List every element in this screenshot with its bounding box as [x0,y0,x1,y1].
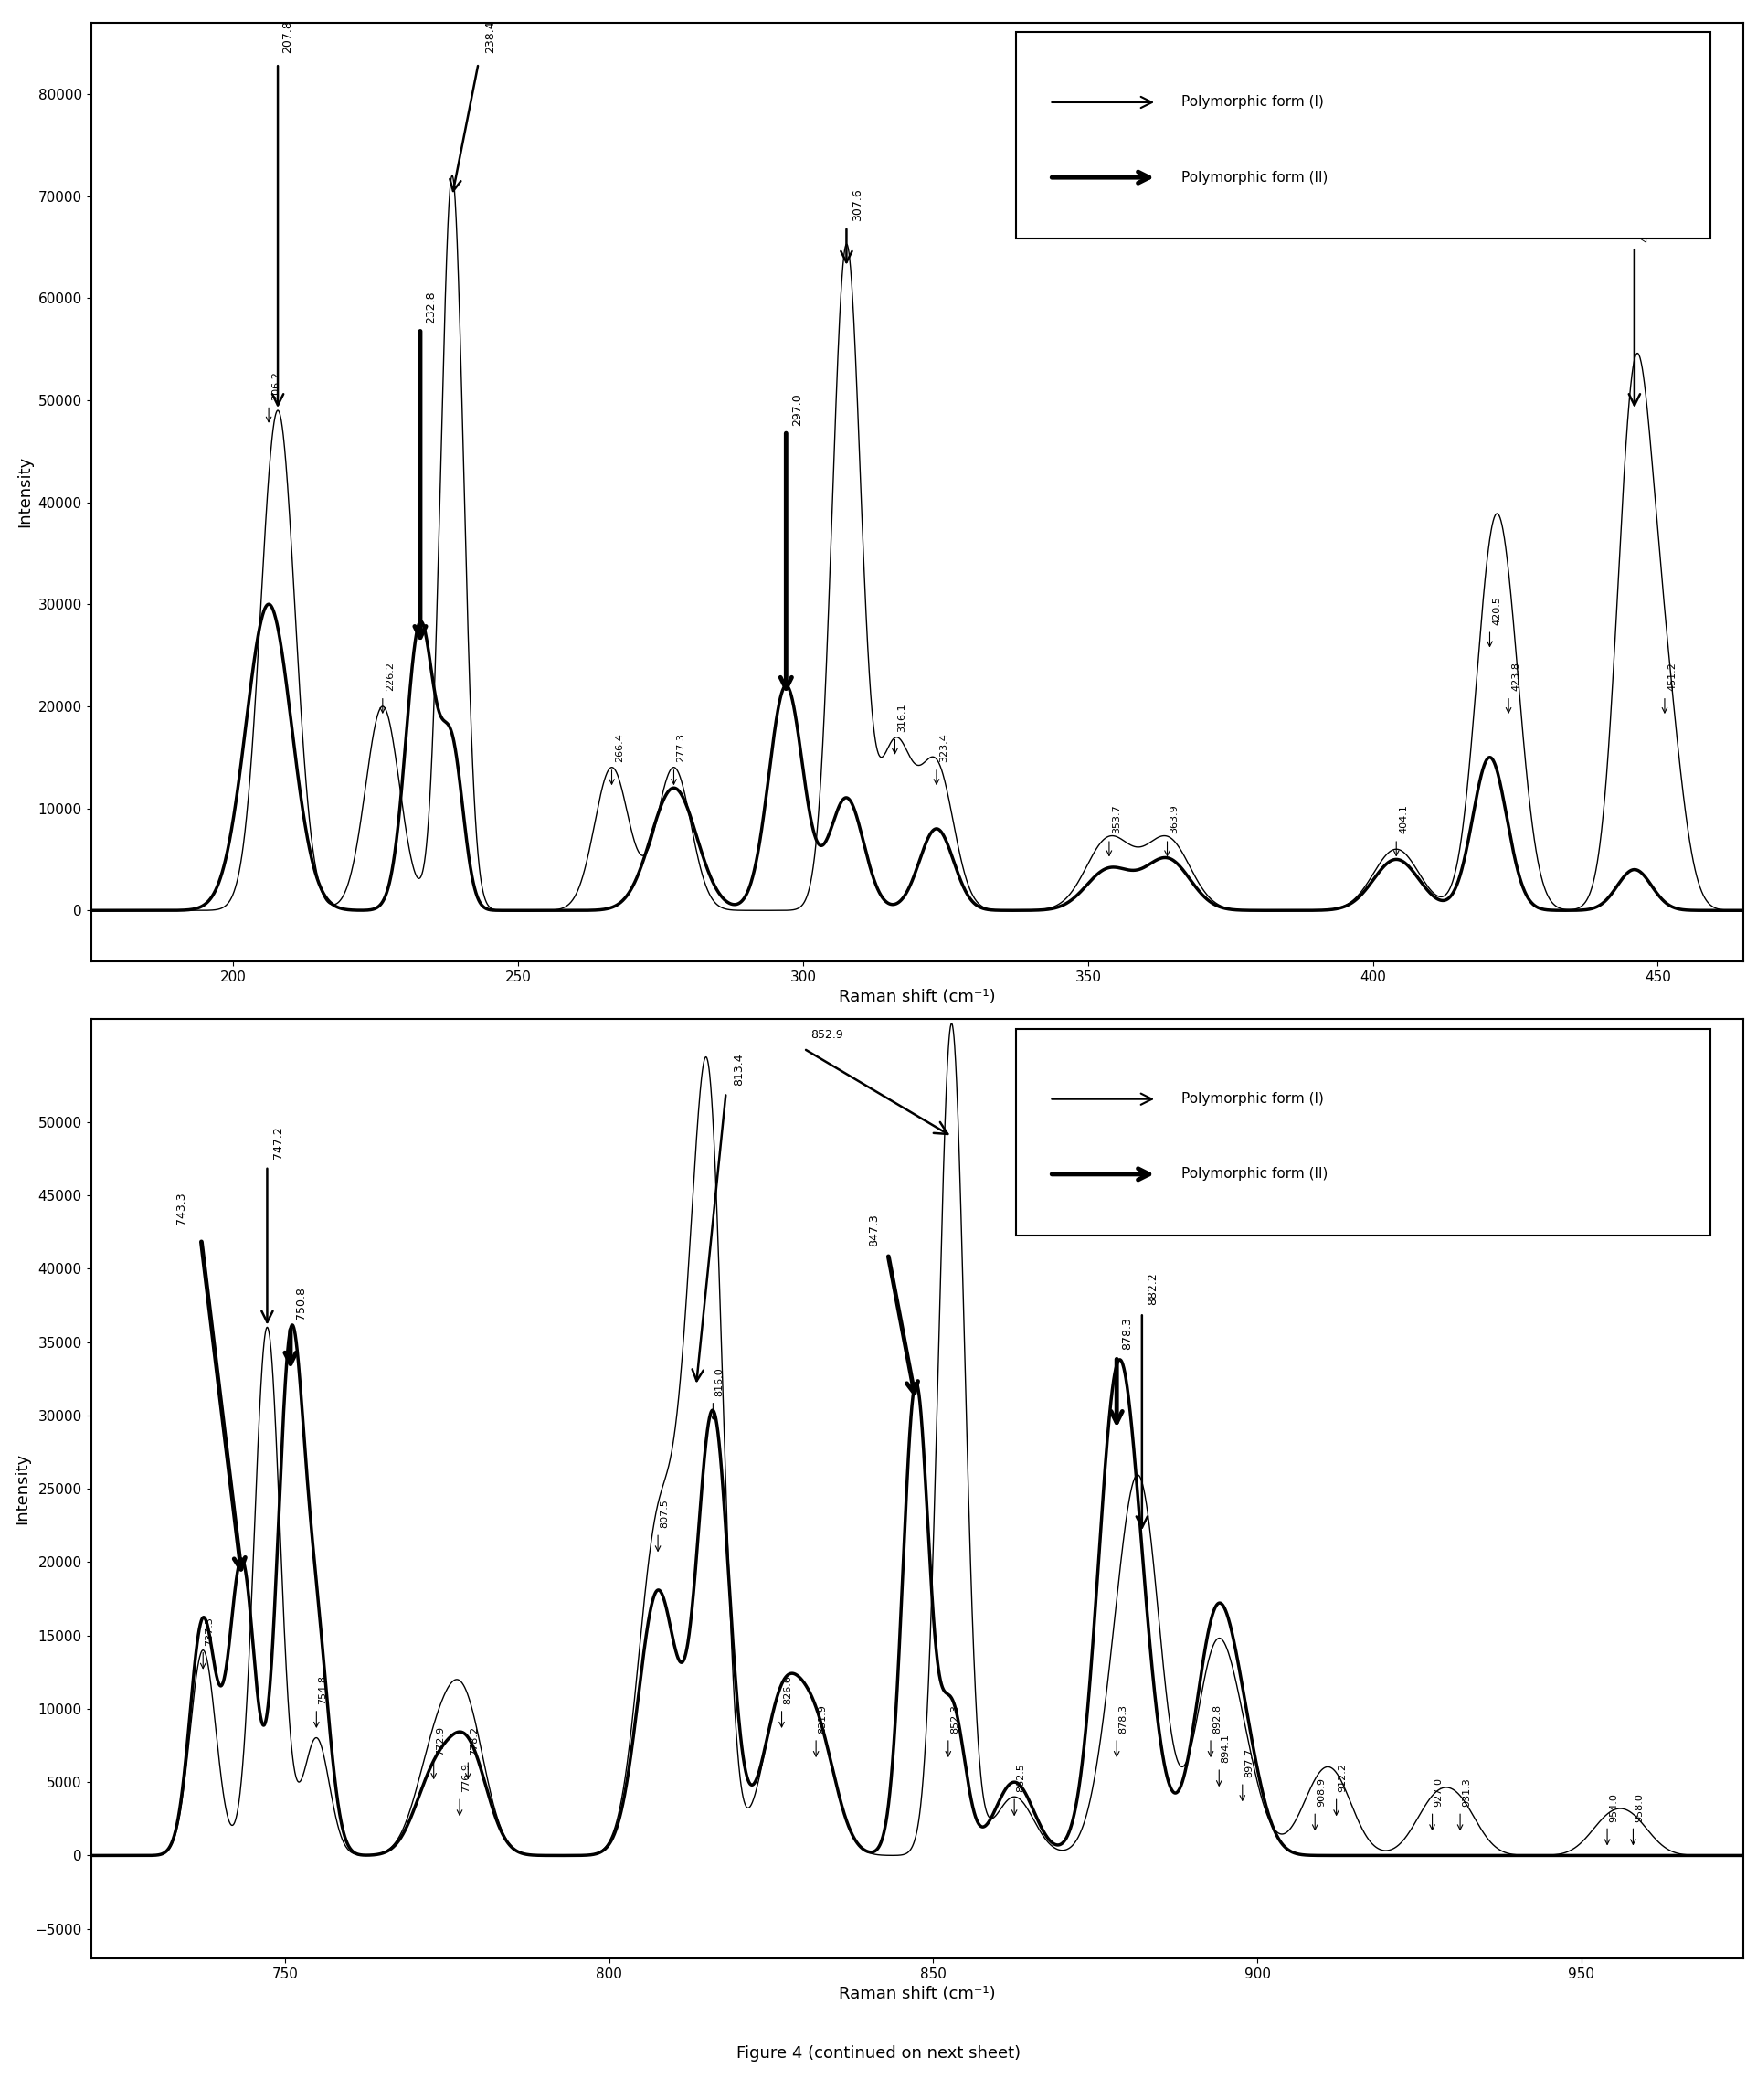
X-axis label: Raman shift (cm⁻¹): Raman shift (cm⁻¹) [838,1987,996,2001]
Text: 931.3: 931.3 [1462,1779,1471,1808]
Text: 238.4: 238.4 [485,21,495,52]
Y-axis label: Intensity: Intensity [16,456,33,527]
Text: 778.2: 778.2 [471,1726,480,1756]
Text: Polymorphic form (I): Polymorphic form (I) [1181,1092,1325,1107]
Text: 747.2: 747.2 [272,1126,285,1159]
Text: 277.3: 277.3 [676,733,685,762]
Text: 743.3: 743.3 [176,1193,186,1224]
Text: 831.9: 831.9 [819,1705,828,1735]
Text: 927.0: 927.0 [1434,1779,1442,1808]
Text: 323.4: 323.4 [940,733,949,762]
Text: 266.4: 266.4 [615,733,624,762]
Text: 207.8: 207.8 [281,21,293,52]
Text: 451.2: 451.2 [1667,662,1676,691]
Y-axis label: Intensity: Intensity [14,1453,30,1525]
Text: 226.2: 226.2 [385,662,395,691]
Text: 878.3: 878.3 [1121,1317,1133,1350]
Text: 316.1: 316.1 [898,704,907,731]
Text: 862.5: 862.5 [1016,1764,1026,1793]
Text: 878.3: 878.3 [1119,1705,1128,1735]
Text: 754.8: 754.8 [318,1676,327,1705]
Text: 847.3: 847.3 [868,1214,880,1247]
Text: 772.9: 772.9 [436,1726,445,1756]
Text: 897.7: 897.7 [1244,1749,1253,1779]
Text: 958.0: 958.0 [1636,1793,1645,1821]
Text: 232.8: 232.8 [425,292,437,323]
Text: 206.2: 206.2 [272,372,281,401]
Text: 404.1: 404.1 [1399,804,1409,834]
Text: 363.9: 363.9 [1170,804,1179,834]
Text: 423.8: 423.8 [1511,662,1520,691]
Text: 908.9: 908.9 [1318,1779,1327,1808]
Text: 912.2: 912.2 [1339,1764,1348,1793]
Text: 353.7: 353.7 [1112,804,1121,834]
Text: Polymorphic form (II): Polymorphic form (II) [1181,170,1328,185]
Text: 892.8: 892.8 [1212,1705,1221,1735]
Text: 852.9: 852.9 [810,1029,843,1042]
Text: 826.6: 826.6 [784,1676,792,1705]
Text: 807.5: 807.5 [661,1499,669,1529]
Text: 445.9: 445.9 [1639,210,1652,242]
Text: Polymorphic form (II): Polymorphic form (II) [1181,1168,1328,1180]
Text: 813.4: 813.4 [733,1052,745,1086]
Text: Polymorphic form (I): Polymorphic form (I) [1181,94,1325,109]
Text: 307.6: 307.6 [852,189,863,220]
Text: 750.8: 750.8 [295,1287,307,1321]
Text: 816.0: 816.0 [715,1367,724,1396]
Text: 420.5: 420.5 [1493,596,1502,624]
Text: 776.9: 776.9 [462,1764,471,1793]
Text: 737.3: 737.3 [206,1617,214,1646]
Text: 297.0: 297.0 [791,393,803,426]
Text: 882.2: 882.2 [1147,1273,1160,1306]
FancyBboxPatch shape [1016,32,1710,239]
Text: 852.3: 852.3 [951,1705,959,1735]
FancyBboxPatch shape [1016,1029,1710,1235]
Text: 894.1: 894.1 [1221,1735,1230,1764]
Text: 954.0: 954.0 [1609,1793,1618,1821]
X-axis label: Raman shift (cm⁻¹): Raman shift (cm⁻¹) [838,989,996,1006]
Text: Figure 4 (continued on next sheet): Figure 4 (continued on next sheet) [736,2045,1021,2062]
